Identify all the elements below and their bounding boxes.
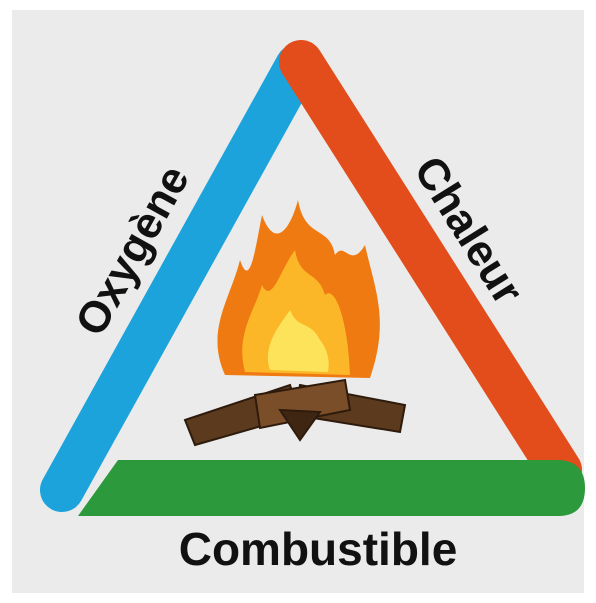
fire-triangle: Oxygène Chaleur Combustible xyxy=(0,0,596,603)
fuel-label: Combustible xyxy=(179,523,458,575)
fuel-side xyxy=(78,460,585,516)
